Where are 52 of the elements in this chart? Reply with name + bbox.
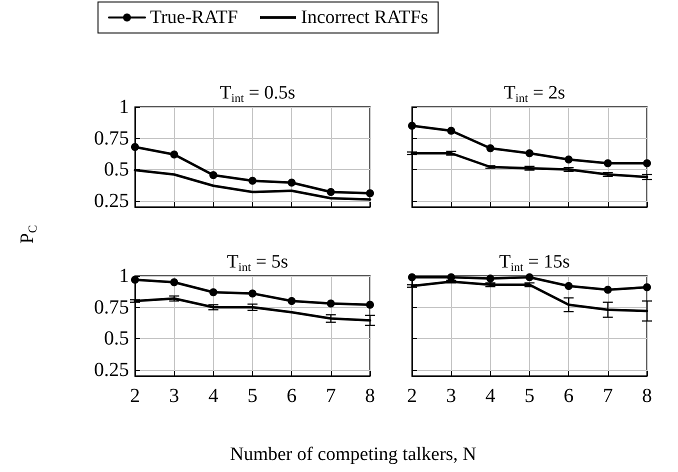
point — [288, 178, 296, 187]
point — [209, 288, 218, 296]
x-tick-label: 4 — [208, 385, 218, 407]
point — [604, 286, 612, 294]
x-tick-label: 2 — [407, 385, 417, 407]
y-tick-label: 1 — [119, 96, 129, 118]
point — [486, 144, 494, 152]
x-tick-label: 8 — [642, 385, 652, 407]
point — [131, 143, 139, 151]
x-tick-label: 5 — [248, 385, 258, 407]
point — [604, 159, 612, 168]
x-axis-title: Number of competing talkers, N — [230, 444, 477, 465]
x-tick-label: 7 — [602, 385, 613, 407]
point — [643, 283, 651, 292]
x-tick-label: 4 — [485, 385, 496, 407]
point — [526, 149, 534, 158]
point — [248, 290, 256, 298]
point — [170, 150, 178, 158]
y-tick-label: 0.5 — [104, 328, 129, 350]
point — [408, 122, 416, 130]
y-tick-label: 0.75 — [94, 127, 129, 150]
point — [170, 278, 178, 286]
x-tick-label: 2 — [130, 385, 140, 407]
y-tick-label: 0.5 — [104, 158, 129, 180]
y-tick-label: 0.75 — [94, 296, 129, 318]
legend-label: True-RATF — [150, 7, 238, 28]
point — [408, 273, 416, 282]
point — [288, 297, 296, 305]
point — [564, 282, 573, 290]
point — [643, 159, 651, 168]
point — [326, 300, 335, 308]
point — [209, 171, 218, 180]
point — [447, 126, 456, 135]
y-tick-label: 0.25 — [94, 190, 129, 212]
y-tick-label: 1 — [119, 265, 129, 287]
point — [564, 156, 573, 164]
x-tick-label: 6 — [564, 385, 574, 407]
point — [366, 300, 374, 309]
x-tick-label: 5 — [524, 385, 534, 407]
x-tick-label: 8 — [365, 385, 375, 407]
point — [248, 176, 256, 185]
legend-label: Incorrect RATFs — [300, 7, 428, 28]
point — [486, 274, 494, 282]
x-tick-label: 7 — [326, 385, 336, 407]
x-tick-label: 3 — [169, 385, 180, 407]
x-tick-label: 6 — [286, 385, 297, 407]
point — [366, 189, 374, 198]
x-tick-label: 3 — [446, 385, 456, 407]
point — [326, 188, 335, 196]
point — [526, 273, 534, 282]
y-axis-title: PC — [17, 224, 40, 244]
y-tick-label: 0.25 — [94, 358, 129, 381]
